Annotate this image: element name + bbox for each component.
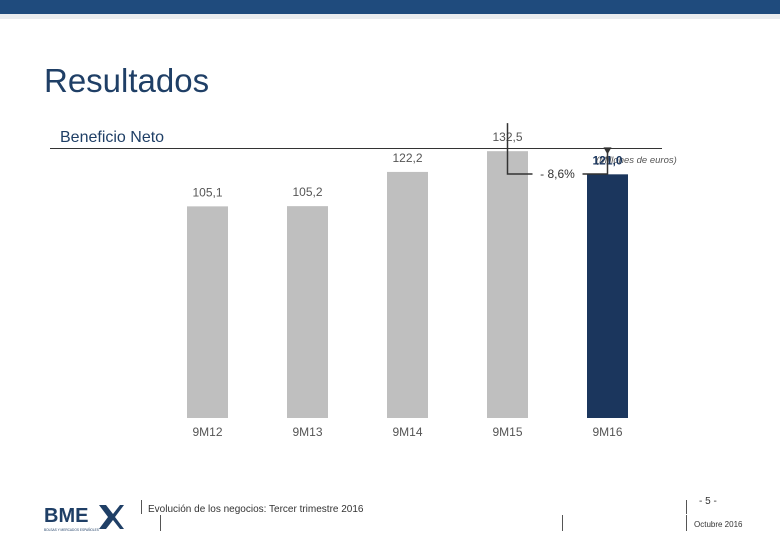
bar-9m15: [487, 151, 528, 418]
change-bracket-left: [506, 123, 533, 175]
bar-9m12: [187, 206, 228, 418]
change-bracket-right: [582, 148, 609, 175]
footer-tick-1: [160, 515, 161, 531]
value-label-9m13: 105,2: [292, 185, 322, 199]
category-label-9m13: 9M13: [292, 425, 322, 439]
footer-tick-3: [686, 515, 687, 531]
category-label-9m16: 9M16: [592, 425, 622, 439]
value-label-9m12: 105,1: [192, 185, 222, 199]
category-label-9m14: 9M14: [392, 425, 422, 439]
category-label-9m15: 9M15: [492, 425, 522, 439]
change-annotation: - 8,6%: [540, 167, 575, 181]
footer-date: Octubre 2016: [694, 520, 743, 529]
bar-9m16: [587, 174, 628, 418]
units-label: (Millones de euros): [596, 155, 677, 166]
footer-tick-2: [562, 515, 563, 531]
logo-x-mark: [99, 505, 124, 529]
section-divider: [50, 148, 662, 149]
change-arrow-head: [603, 147, 612, 155]
section-title: Beneficio Neto: [60, 129, 165, 146]
logo-tagline: BOLSAS Y MERCADOS ESPAÑOLES: [44, 527, 99, 532]
bar-9m14: [387, 171, 428, 418]
page-number: - 5 -: [699, 496, 717, 507]
top-banner-shadow: [0, 14, 780, 19]
footer-text: Evolución de los negocios: Tercer trimes…: [148, 504, 364, 515]
footer-divider-left: [141, 500, 142, 514]
bme-logo: BME BOLSAS Y MERCADOS ESPAÑOLES: [44, 505, 124, 532]
top-banner: [0, 0, 780, 14]
footer-divider-right: [686, 500, 687, 514]
page-title: Resultados: [44, 62, 210, 99]
logo-wordmark: BME: [44, 505, 88, 527]
value-label-9m14: 122,2: [392, 151, 422, 165]
bar-9m13: [287, 206, 328, 418]
category-label-9m12: 9M12: [192, 425, 222, 439]
